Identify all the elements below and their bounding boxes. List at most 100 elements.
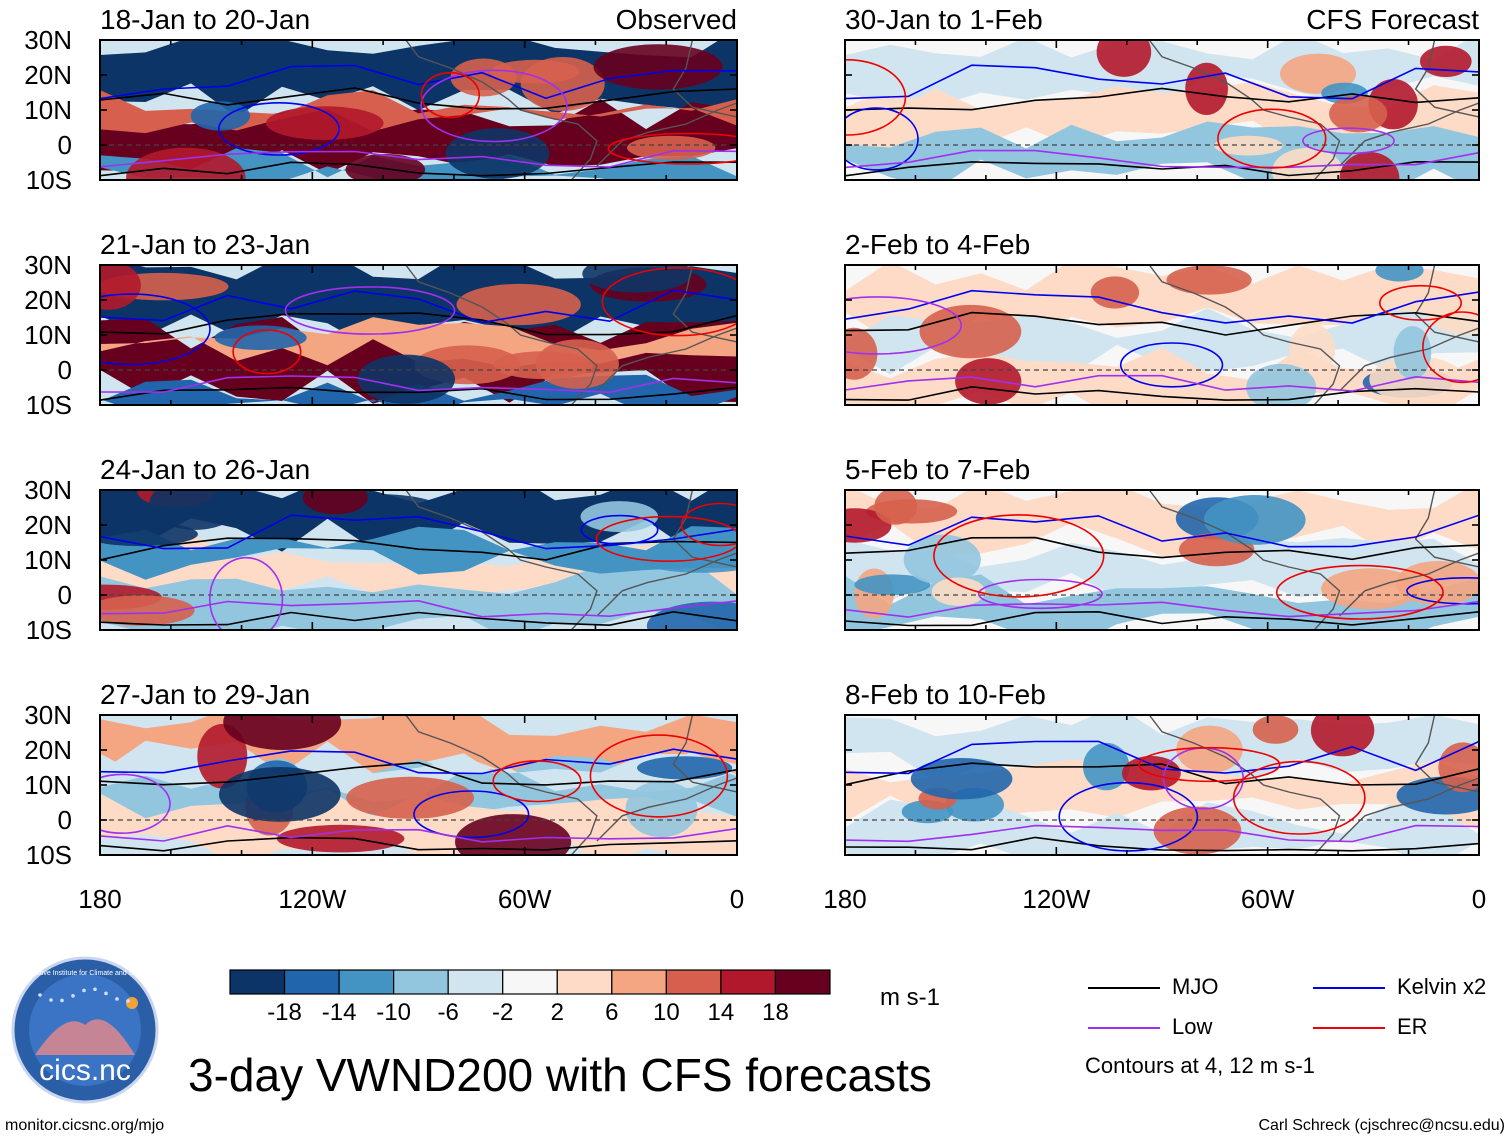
map-panel-7	[844, 489, 1480, 631]
er-contour	[933, 514, 1105, 598]
map-panel-3	[99, 489, 738, 631]
panel-period-title: 30-Jan to 1-Feb	[845, 4, 1043, 35]
anomaly-blob	[854, 574, 931, 595]
er-contour	[1275, 564, 1444, 620]
er-contour	[595, 515, 737, 562]
kelvin-contour	[845, 514, 1479, 548]
kelvin-contour	[580, 514, 659, 545]
er-contour	[1422, 311, 1479, 384]
lat-label: 20N	[24, 285, 72, 315]
coastline	[672, 265, 737, 343]
anomaly-blob	[580, 501, 659, 533]
mjo-contour	[845, 762, 1479, 786]
kelvin-contour	[845, 107, 919, 171]
coastline	[672, 715, 737, 793]
coastline	[1148, 490, 1341, 630]
lat-label: 20N	[24, 60, 72, 90]
low-contour	[100, 149, 737, 168]
mjo-contour	[100, 761, 737, 786]
anomaly-blob	[955, 358, 1022, 405]
kelvin-contour	[845, 64, 1479, 100]
lon-label: 0	[1471, 884, 1487, 914]
kelvin-contour	[845, 289, 1479, 324]
mjo-contour	[845, 536, 1479, 561]
anomaly-blob	[197, 724, 248, 789]
coastline	[405, 40, 598, 180]
anomaly-blob	[100, 595, 195, 626]
anomaly-blob	[223, 715, 342, 750]
panel-period-title: 24-Jan to 26-Jan	[100, 454, 311, 485]
anomaly-blob	[1214, 135, 1283, 156]
cfs-forecast-label: CFS Forecast	[1306, 4, 1479, 35]
low-contour	[420, 69, 568, 143]
legend-label: Kelvin x2	[1397, 974, 1487, 999]
low-contour	[100, 773, 171, 834]
shaded-band	[100, 526, 737, 580]
colorbar-tick-label: -6	[437, 999, 459, 1026]
colorbar	[229, 969, 831, 995]
low-contour	[845, 600, 1479, 618]
er-contour	[420, 71, 480, 119]
coastline	[596, 777, 737, 842]
mjo-contour	[845, 385, 1479, 401]
anomaly-blob	[931, 577, 986, 606]
panel-period-title: 21-Jan to 23-Jan	[100, 229, 311, 260]
panel-period-title: 2-Feb to 4-Feb	[845, 229, 1031, 260]
lat-label: 10S	[25, 165, 72, 195]
anomaly-blob	[1090, 276, 1140, 309]
lon-label: 60W	[497, 884, 552, 914]
shaded-band	[845, 537, 1479, 601]
er-contour	[1232, 760, 1366, 835]
anomaly-blob	[346, 776, 474, 819]
mjo-contour	[100, 386, 737, 401]
logo-ring-text: Cooperative Institute for Climate and Sa…	[13, 970, 157, 977]
coastline	[1414, 265, 1479, 343]
mjo-contour	[845, 87, 1479, 111]
mjo-contour	[845, 836, 1479, 852]
anomaly-blob	[593, 44, 723, 90]
panel-period-title: 27-Jan to 29-Jan	[100, 679, 311, 710]
anomaly-blob	[149, 490, 242, 530]
lon-label: 180	[78, 884, 122, 914]
panel-period-title: 18-Jan to 20-Jan	[100, 4, 311, 35]
coastline	[672, 40, 737, 118]
coastline	[1414, 490, 1479, 568]
panel-period-title: 8-Feb to 10-Feb	[845, 679, 1046, 710]
lat-label: 10S	[25, 615, 72, 645]
coastline	[1148, 265, 1341, 405]
colorbar-tick-label: 18	[762, 999, 789, 1026]
colorbar-swatch	[338, 969, 395, 995]
low-contour	[977, 578, 1103, 610]
colorbar-swatch	[393, 969, 449, 995]
lat-label: 10N	[24, 770, 72, 800]
colorbar-tick-label: -10	[376, 999, 411, 1026]
anomaly-blob	[1339, 152, 1400, 180]
legend-line-low	[1088, 1027, 1160, 1029]
er-contour	[1138, 746, 1281, 783]
low-contour	[100, 599, 737, 618]
lat-label: 10N	[24, 320, 72, 350]
coastline	[1414, 40, 1479, 118]
mjo-contour	[845, 160, 1479, 177]
low-contour	[845, 149, 1479, 169]
map-panel-1	[99, 39, 738, 181]
lat-label: 30N	[24, 475, 72, 505]
anomaly-blob	[445, 128, 550, 179]
lat-label: 20N	[24, 735, 72, 765]
colorbar-swatch	[556, 969, 613, 995]
kelvin-contour	[218, 102, 341, 156]
kelvin-contour	[100, 64, 737, 100]
colorbar-tick-label: 10	[653, 999, 680, 1026]
anomaly-blob	[1252, 715, 1299, 744]
low-contour	[209, 556, 284, 630]
anomaly-blob	[1185, 62, 1228, 115]
coastline	[405, 715, 598, 855]
anomaly-blob	[1369, 356, 1465, 403]
lat-label: 10N	[24, 545, 72, 575]
lon-label: 0	[729, 884, 745, 914]
anomaly-blob	[625, 780, 698, 838]
mjo-contour	[100, 312, 737, 336]
mjo-contour	[100, 87, 737, 110]
colorbar-tick-label: -2	[492, 999, 514, 1026]
